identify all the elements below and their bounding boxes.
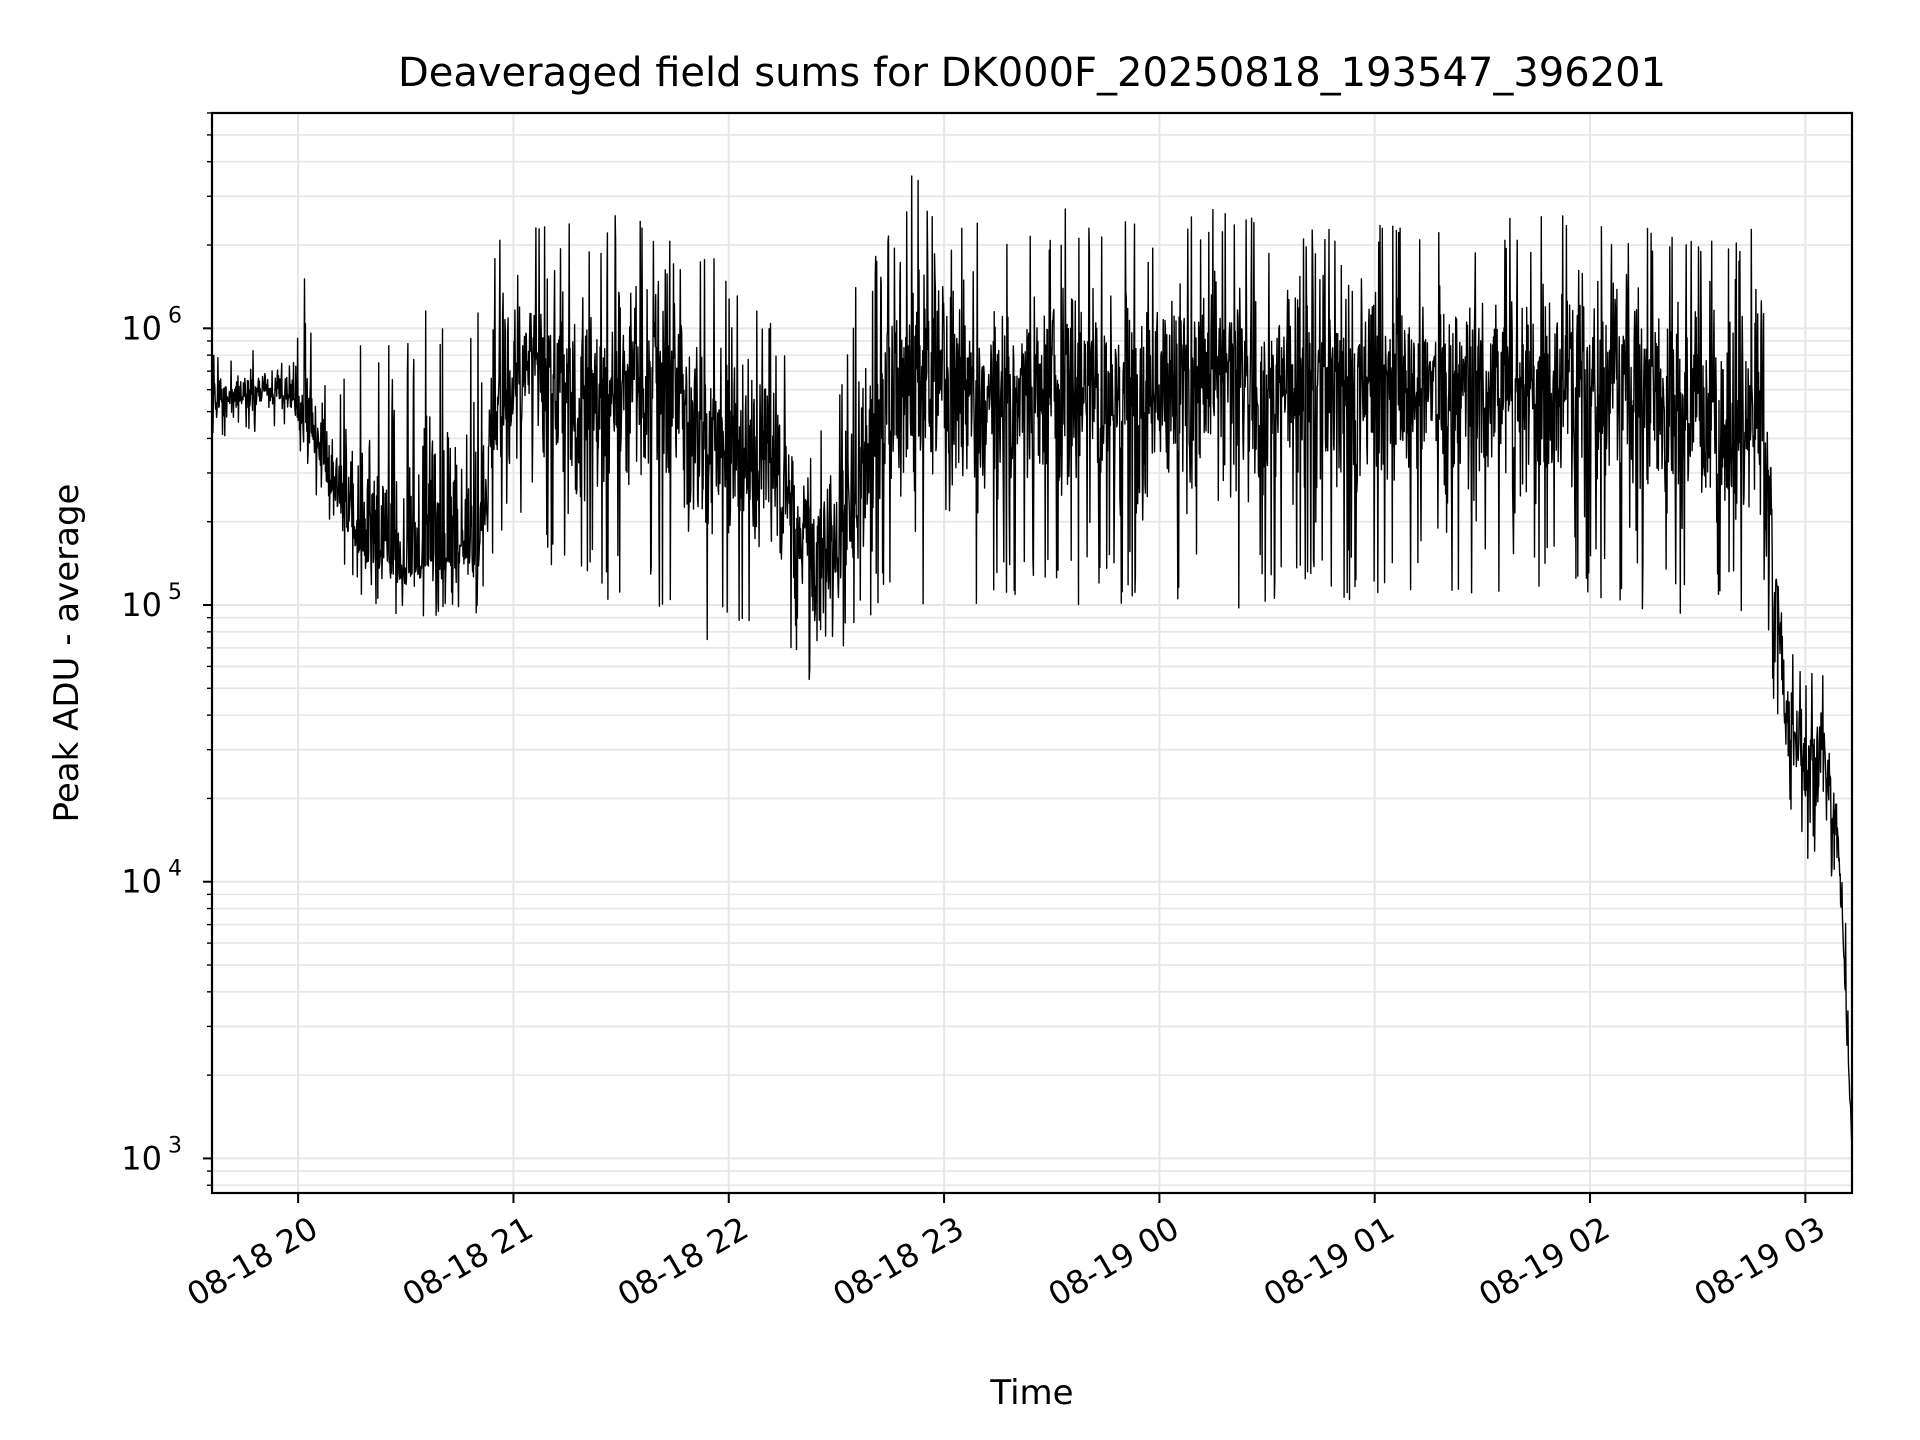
y-tick-exponent: 4: [168, 857, 182, 882]
plot-frame: [210, 111, 1854, 1195]
y-tick-exponent: 3: [168, 1133, 182, 1158]
y-tick-exponent: 5: [168, 580, 182, 605]
y-tick-label: 10: [121, 863, 162, 901]
plot-area: [212, 175, 1852, 1148]
y-tick-exponent: 6: [168, 303, 182, 328]
y-tick-label: 10: [121, 586, 162, 624]
y-tick-label: 10: [121, 309, 162, 347]
y-tick-label: 10: [121, 1139, 162, 1177]
x-axis-label: Time: [989, 1373, 1073, 1413]
series-line: [212, 175, 1852, 1148]
chart-title: Deaveraged field sums for DK000F_2025081…: [398, 50, 1666, 96]
y-axis-label: Peak ADU - average: [47, 484, 87, 823]
